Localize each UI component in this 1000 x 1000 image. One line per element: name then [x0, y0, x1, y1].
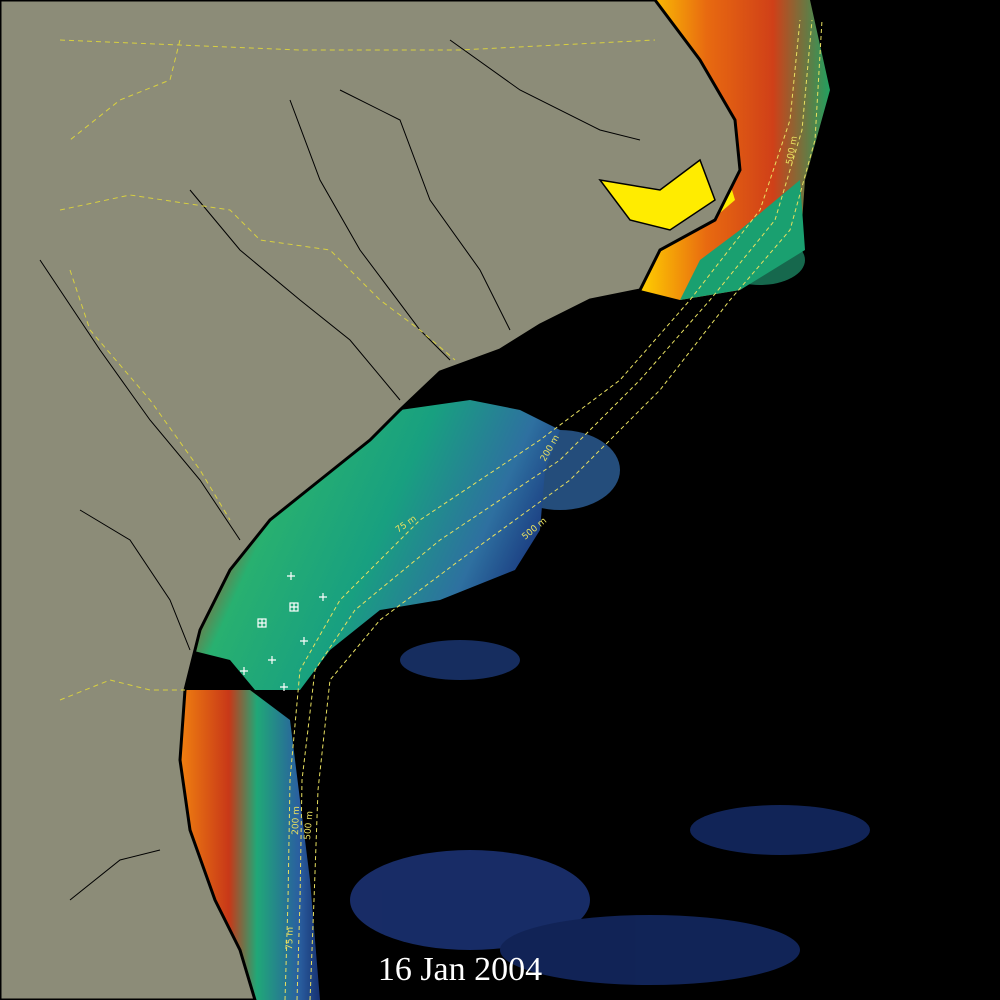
contour-label: 75 m [285, 927, 296, 950]
depth-contours [284, 19, 823, 1000]
contour-label: 200 m [291, 806, 302, 835]
date-label: 16 Jan 2004 [378, 951, 542, 988]
shelf-south [190, 400, 560, 690]
contour-label: 500 m [785, 135, 800, 165]
land [0, 0, 742, 1000]
sound [598, 158, 716, 231]
station-markers [240, 572, 327, 691]
shelf-north-green [680, 180, 805, 300]
rivers [39, 39, 641, 901]
contour-label: 500 m [303, 811, 315, 841]
state-borders [59, 39, 656, 701]
shelf-florida [180, 690, 320, 1000]
